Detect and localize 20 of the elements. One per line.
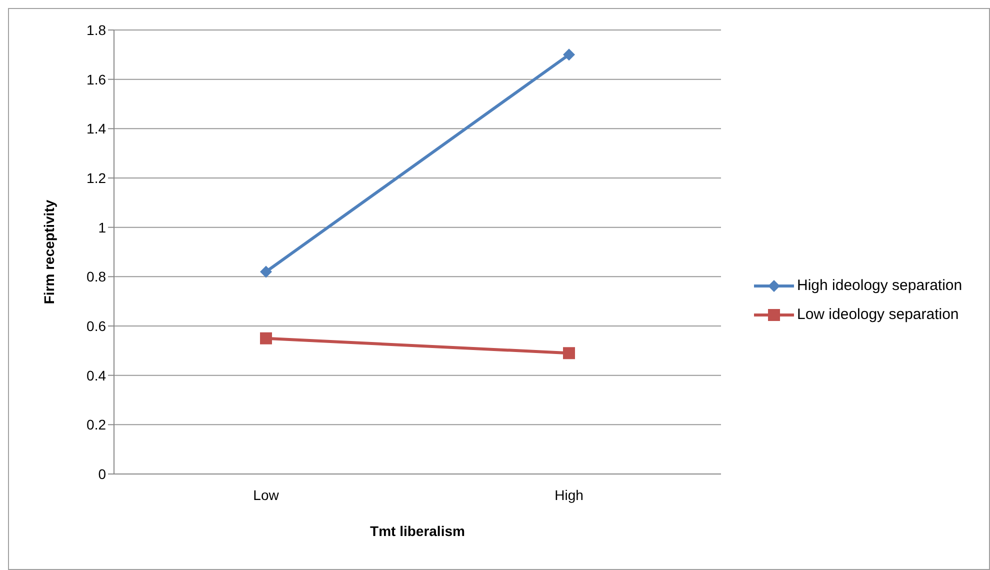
y-tick-label: 0: [98, 466, 106, 482]
y-tick-label: 1.6: [86, 71, 106, 88]
y-tick-label: 1: [98, 219, 106, 236]
y-tick-label: 1.4: [86, 120, 106, 137]
y-tick-label: 0.6: [86, 318, 106, 334]
point: [260, 332, 272, 344]
y-tick-label: 0.4: [86, 367, 106, 384]
y-axis-title: Firm receptivity: [40, 200, 57, 304]
y-tick-label: 1.2: [86, 170, 106, 186]
point: [260, 266, 272, 278]
x-tick-label: Low: [253, 486, 280, 503]
y-tick-label: 1.8: [86, 22, 106, 38]
x-tick-label: High: [554, 486, 584, 503]
point: [563, 347, 575, 360]
legend-label: Low ideology separation: [797, 306, 959, 323]
point: [563, 48, 575, 61]
y-tick-label: 0.2: [86, 416, 106, 433]
x-axis-title: Tmt liberalism: [370, 523, 465, 539]
y-tick-label: 0.8: [86, 268, 106, 285]
legend-label: High ideology separation: [797, 277, 962, 294]
